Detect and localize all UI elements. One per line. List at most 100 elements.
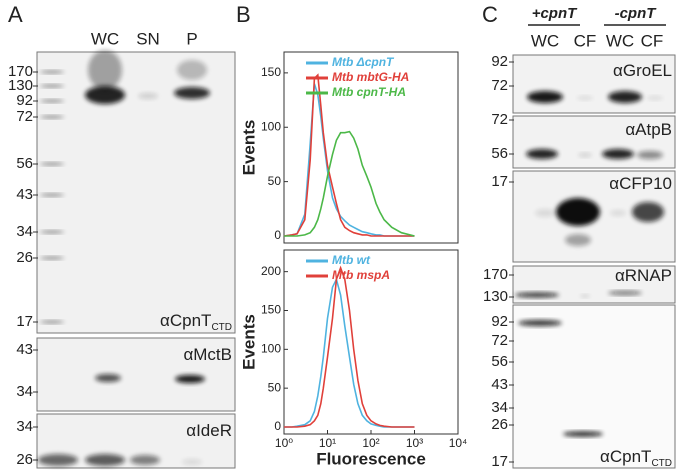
blot-band — [95, 374, 121, 382]
blot-band — [174, 87, 210, 99]
marker-label: 17 — [491, 173, 508, 190]
y-axis-label: Events — [239, 120, 258, 176]
x-tick-label: 10⁴ — [449, 436, 468, 450]
legend-label: Mtb wt — [332, 253, 371, 267]
x-tick-label: 10¹ — [319, 436, 336, 450]
legend-label: Mtb mbtG-HA — [332, 70, 409, 84]
antibody-label: αRNAP — [615, 266, 672, 285]
antibody-subscript: CTD — [651, 458, 672, 469]
marker-label: 72 — [491, 77, 508, 94]
blot — [36, 337, 236, 412]
blot-band — [40, 84, 64, 88]
blot-band — [637, 151, 663, 159]
marker-label: 170 — [483, 266, 508, 283]
lane-label: CF — [574, 31, 597, 50]
marker-label: 170 — [8, 63, 33, 80]
blot-band — [40, 115, 64, 119]
marker-label: 72 — [16, 108, 33, 125]
blot-band — [40, 99, 64, 103]
y-tick-label: 200 — [261, 264, 281, 278]
antibody-name: αMctB — [183, 345, 232, 364]
lane-label: CF — [641, 31, 664, 50]
marker-label: 72 — [491, 111, 508, 128]
antibody-label: αCpnTCTD — [600, 447, 672, 468]
series-line — [284, 277, 415, 428]
blot-band — [610, 210, 626, 216]
legend-label: Mtb cpnT-HA — [332, 85, 406, 99]
blot — [512, 304, 676, 469]
series-line — [283, 73, 415, 237]
antibody-label: αCFP10 — [609, 174, 672, 193]
lane-label: P — [186, 29, 197, 48]
antibody-name: αGroEL — [613, 61, 672, 80]
blot-band — [182, 459, 202, 465]
blot-band — [40, 320, 64, 324]
marker-label: 34 — [16, 383, 33, 400]
antibody-label: αIdeR — [186, 421, 232, 440]
blot-band — [535, 209, 555, 217]
blot-band — [40, 230, 64, 234]
panel-label: A — [8, 2, 23, 27]
marker-label: 17 — [16, 313, 33, 330]
y-tick-label: 150 — [261, 65, 281, 79]
blot-band — [608, 91, 642, 103]
blot-band — [515, 292, 559, 298]
marker-label: 17 — [491, 453, 508, 470]
legend-label: Mtb ΔcpnT — [332, 55, 395, 69]
blot-band — [518, 320, 562, 326]
lane-label: WC — [606, 31, 634, 50]
blot-band — [38, 454, 78, 466]
antibody-label: αCpnTCTD — [160, 311, 232, 332]
lane-label: WC — [91, 29, 119, 48]
lane-label: WC — [531, 31, 559, 50]
blot-band — [40, 193, 64, 197]
group-label: -cpnT — [615, 5, 658, 22]
blot-band — [88, 50, 122, 90]
blot-band — [130, 455, 160, 465]
y-tick-label: 0 — [274, 228, 281, 242]
blot-band — [647, 96, 663, 100]
x-tick-label: 10³ — [406, 436, 423, 450]
marker-label: 34 — [16, 418, 33, 435]
legend-label: Mtb mspA — [332, 268, 390, 282]
blot-band — [85, 86, 125, 104]
x-axis-label: Fluorescence — [316, 449, 426, 468]
antibody-label: αGroEL — [613, 61, 672, 80]
marker-label: 56 — [491, 145, 508, 162]
blot-band — [138, 93, 158, 99]
marker-label: 43 — [16, 186, 33, 203]
blot-band — [527, 91, 563, 103]
antibody-name: αCFP10 — [609, 174, 672, 193]
marker-label: 130 — [483, 288, 508, 305]
marker-label: 34 — [491, 399, 508, 416]
marker-label: 56 — [491, 353, 508, 370]
antibody-subscript: CTD — [211, 322, 232, 333]
blot-band — [602, 149, 634, 159]
marker-label: 92 — [16, 92, 33, 109]
series-line — [284, 265, 415, 428]
y-tick-label: 50 — [268, 174, 282, 188]
y-tick-label: 0 — [274, 419, 281, 433]
marker-label: 43 — [16, 341, 33, 358]
x-tick-label: 10² — [362, 436, 379, 450]
blot — [36, 51, 236, 334]
blot-band — [40, 70, 64, 74]
blot-band — [40, 256, 64, 260]
blot-band — [85, 454, 125, 466]
antibody-label: αAtpB — [625, 120, 672, 139]
marker-label: 26 — [16, 249, 33, 266]
blot-band — [580, 294, 590, 298]
antibody-name: αIdeR — [186, 421, 232, 440]
antibody-name: αRNAP — [615, 266, 672, 285]
antibody-name: αCpnT — [160, 311, 211, 330]
marker-label: 26 — [491, 416, 508, 433]
lane-label: SN — [136, 29, 160, 48]
blot-band — [526, 149, 558, 159]
antibody-name: αAtpB — [625, 120, 672, 139]
marker-label: 34 — [16, 223, 33, 240]
blot-band — [578, 153, 592, 157]
y-tick-label: 50 — [268, 380, 282, 394]
blot-band — [563, 431, 603, 437]
series-line — [283, 83, 415, 237]
